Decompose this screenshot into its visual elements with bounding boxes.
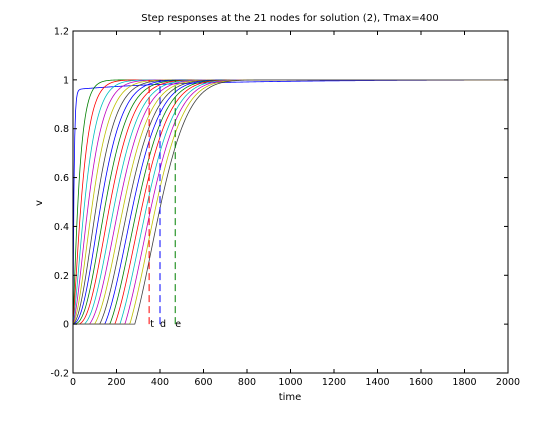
x-tick-label: 2000	[496, 377, 520, 388]
x-tick-label: 400	[151, 377, 169, 388]
y-tick-label: 0.2	[54, 271, 69, 282]
x-tick-label: 1200	[322, 377, 346, 388]
chart-title: Step responses at the 21 nodes for solut…	[141, 13, 438, 24]
x-ticks: 0 200 400 600 800 1000 1200 1400 1600 1800 2000	[70, 31, 520, 388]
y-tick-label: -0.2	[50, 369, 69, 380]
y-tick-label: 1.2	[54, 27, 69, 38]
y-axis-label: v	[34, 200, 45, 206]
marker-label-t: t	[150, 319, 154, 330]
y-tick-label: 0.6	[54, 173, 69, 184]
x-tick-label: 1600	[409, 377, 433, 388]
series-group	[72, 79, 508, 325]
x-tick-label: 1400	[365, 377, 389, 388]
y-ticks: -0.2 0 0.2 0.4 0.6 0.8 1 1.2	[50, 27, 508, 380]
y-tick-label: 1	[63, 75, 69, 86]
x-tick-label: 1000	[278, 377, 302, 388]
x-tick-label: 1800	[452, 377, 476, 388]
y-tick-label: 0.4	[54, 222, 69, 233]
x-tick-label: 0	[70, 377, 76, 388]
x-tick-label: 600	[194, 377, 212, 388]
plot-area	[73, 31, 508, 373]
x-tick-label: 200	[107, 377, 125, 388]
x-tick-label: 800	[238, 377, 256, 388]
y-tick-label: 0.8	[54, 124, 69, 135]
series-line-node-21	[73, 79, 508, 325]
marker-label-d: d	[160, 319, 166, 330]
x-axis-label: time	[279, 392, 302, 403]
marker-label-e: e	[175, 319, 181, 330]
y-tick-label: 0	[63, 320, 69, 331]
